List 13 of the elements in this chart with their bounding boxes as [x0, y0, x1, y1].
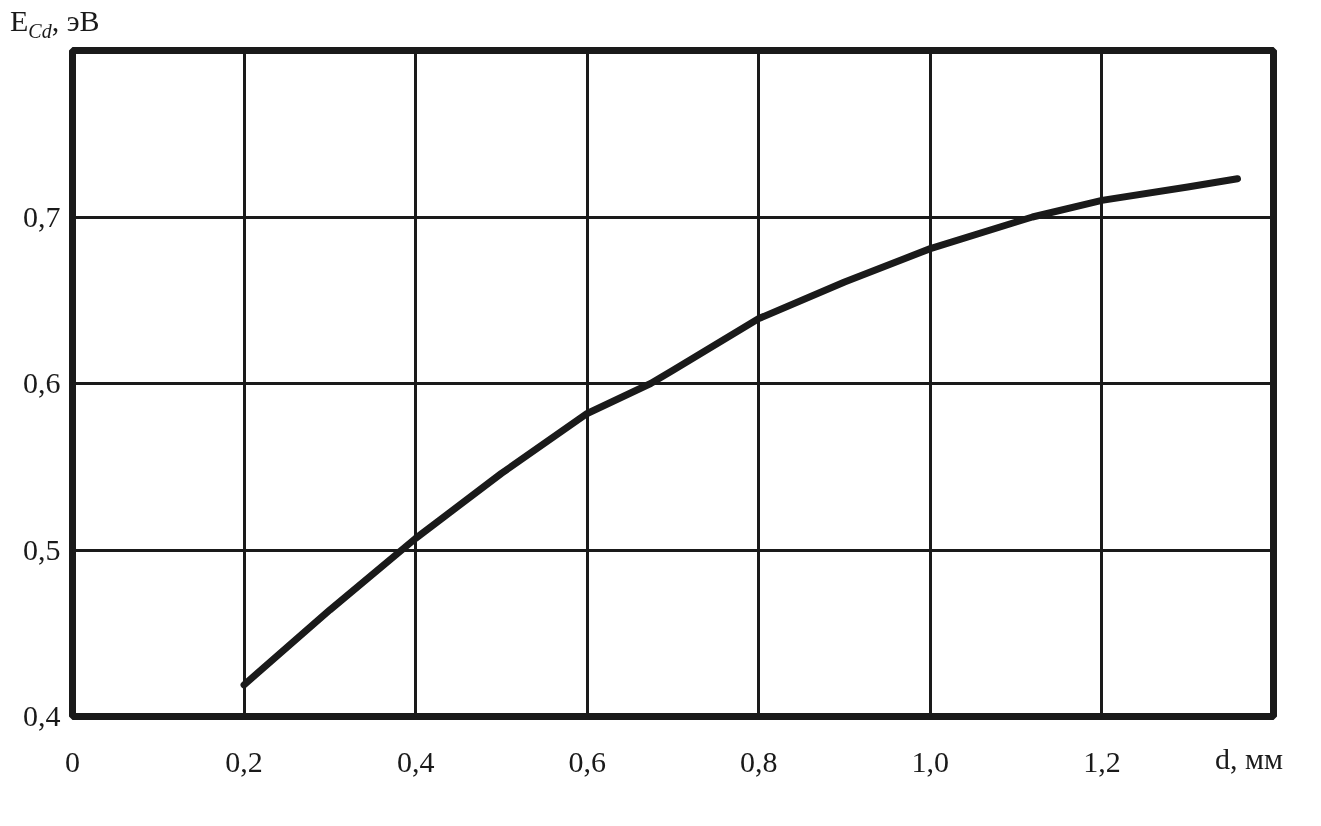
x-tick-label: 0,6	[568, 744, 606, 778]
x-axis-title: d, мм	[1215, 741, 1283, 777]
y-tick-label: 0,4	[23, 699, 61, 732]
x-tick-label: 0,8	[740, 744, 778, 778]
y-tick-label: 0,7	[23, 199, 61, 233]
x-tick-label: 0	[65, 744, 80, 778]
y-tick-label: 0,5	[23, 532, 61, 566]
x-tick-label: 0,4	[396, 744, 435, 778]
x-tick-label: 1,0	[911, 744, 950, 778]
y-axis-title: E$_{Cd}$, эВ	[10, 3, 100, 44]
y-tick-label: 0,6	[23, 366, 61, 399]
x-tick-label: 0,2	[225, 744, 263, 778]
x-tick-label: 1,2	[1083, 744, 1121, 778]
